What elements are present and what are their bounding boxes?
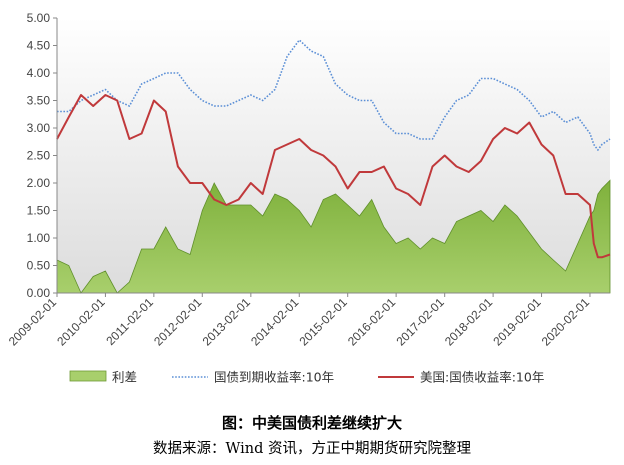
- y-tick-label: 3.50: [27, 94, 51, 108]
- y-tick-label: 5.00: [27, 11, 51, 25]
- y-tick-label: 0.50: [27, 259, 51, 273]
- legend-label: 利差: [112, 370, 137, 385]
- x-tick-label: 2016-02-01: [345, 295, 399, 349]
- x-tick-label: 2018-02-01: [442, 295, 496, 349]
- y-tick-label: 4.00: [27, 66, 51, 80]
- x-tick-label: 2013-02-01: [200, 295, 254, 349]
- y-tick-label: 4.50: [27, 39, 51, 53]
- x-tick-label: 2017-02-01: [394, 295, 448, 349]
- legend-label: 美国:国债收益率:10年: [420, 370, 544, 385]
- x-tick-label: 2011-02-01: [103, 295, 156, 348]
- figure-source: 数据来源：Wind 资讯，方正中期期货研究院整理: [152, 441, 471, 457]
- legend-label: 国债到期收益率:10年: [214, 370, 334, 385]
- y-tick-label: 0.00: [27, 286, 51, 300]
- x-tick-label: 2019-02-01: [490, 295, 544, 349]
- legend-swatch-spread: [69, 370, 107, 382]
- x-tick-label: 2010-02-01: [54, 295, 108, 349]
- series-spread-area: [56, 179, 611, 294]
- y-tick-label: 1.00: [27, 231, 51, 245]
- x-tick-label: 2009-02-01: [6, 295, 60, 349]
- x-tick-label: 2020-02-01: [539, 295, 593, 349]
- y-tick-label: 3.00: [27, 121, 51, 135]
- y-tick-label: 1.50: [27, 204, 51, 218]
- x-tick-label: 2014-02-01: [248, 295, 302, 349]
- x-tick-label: 2012-02-01: [151, 295, 205, 349]
- y-tick-label: 2.50: [27, 149, 51, 163]
- y-tick-label: 2.00: [27, 176, 51, 190]
- series-us-10y-line: [56, 94, 611, 259]
- series-cn-10y-line: [57, 39, 611, 151]
- x-tick-label: 2015-02-01: [297, 295, 351, 349]
- figure-title: 图：中美国债利差继续扩大: [221, 414, 402, 432]
